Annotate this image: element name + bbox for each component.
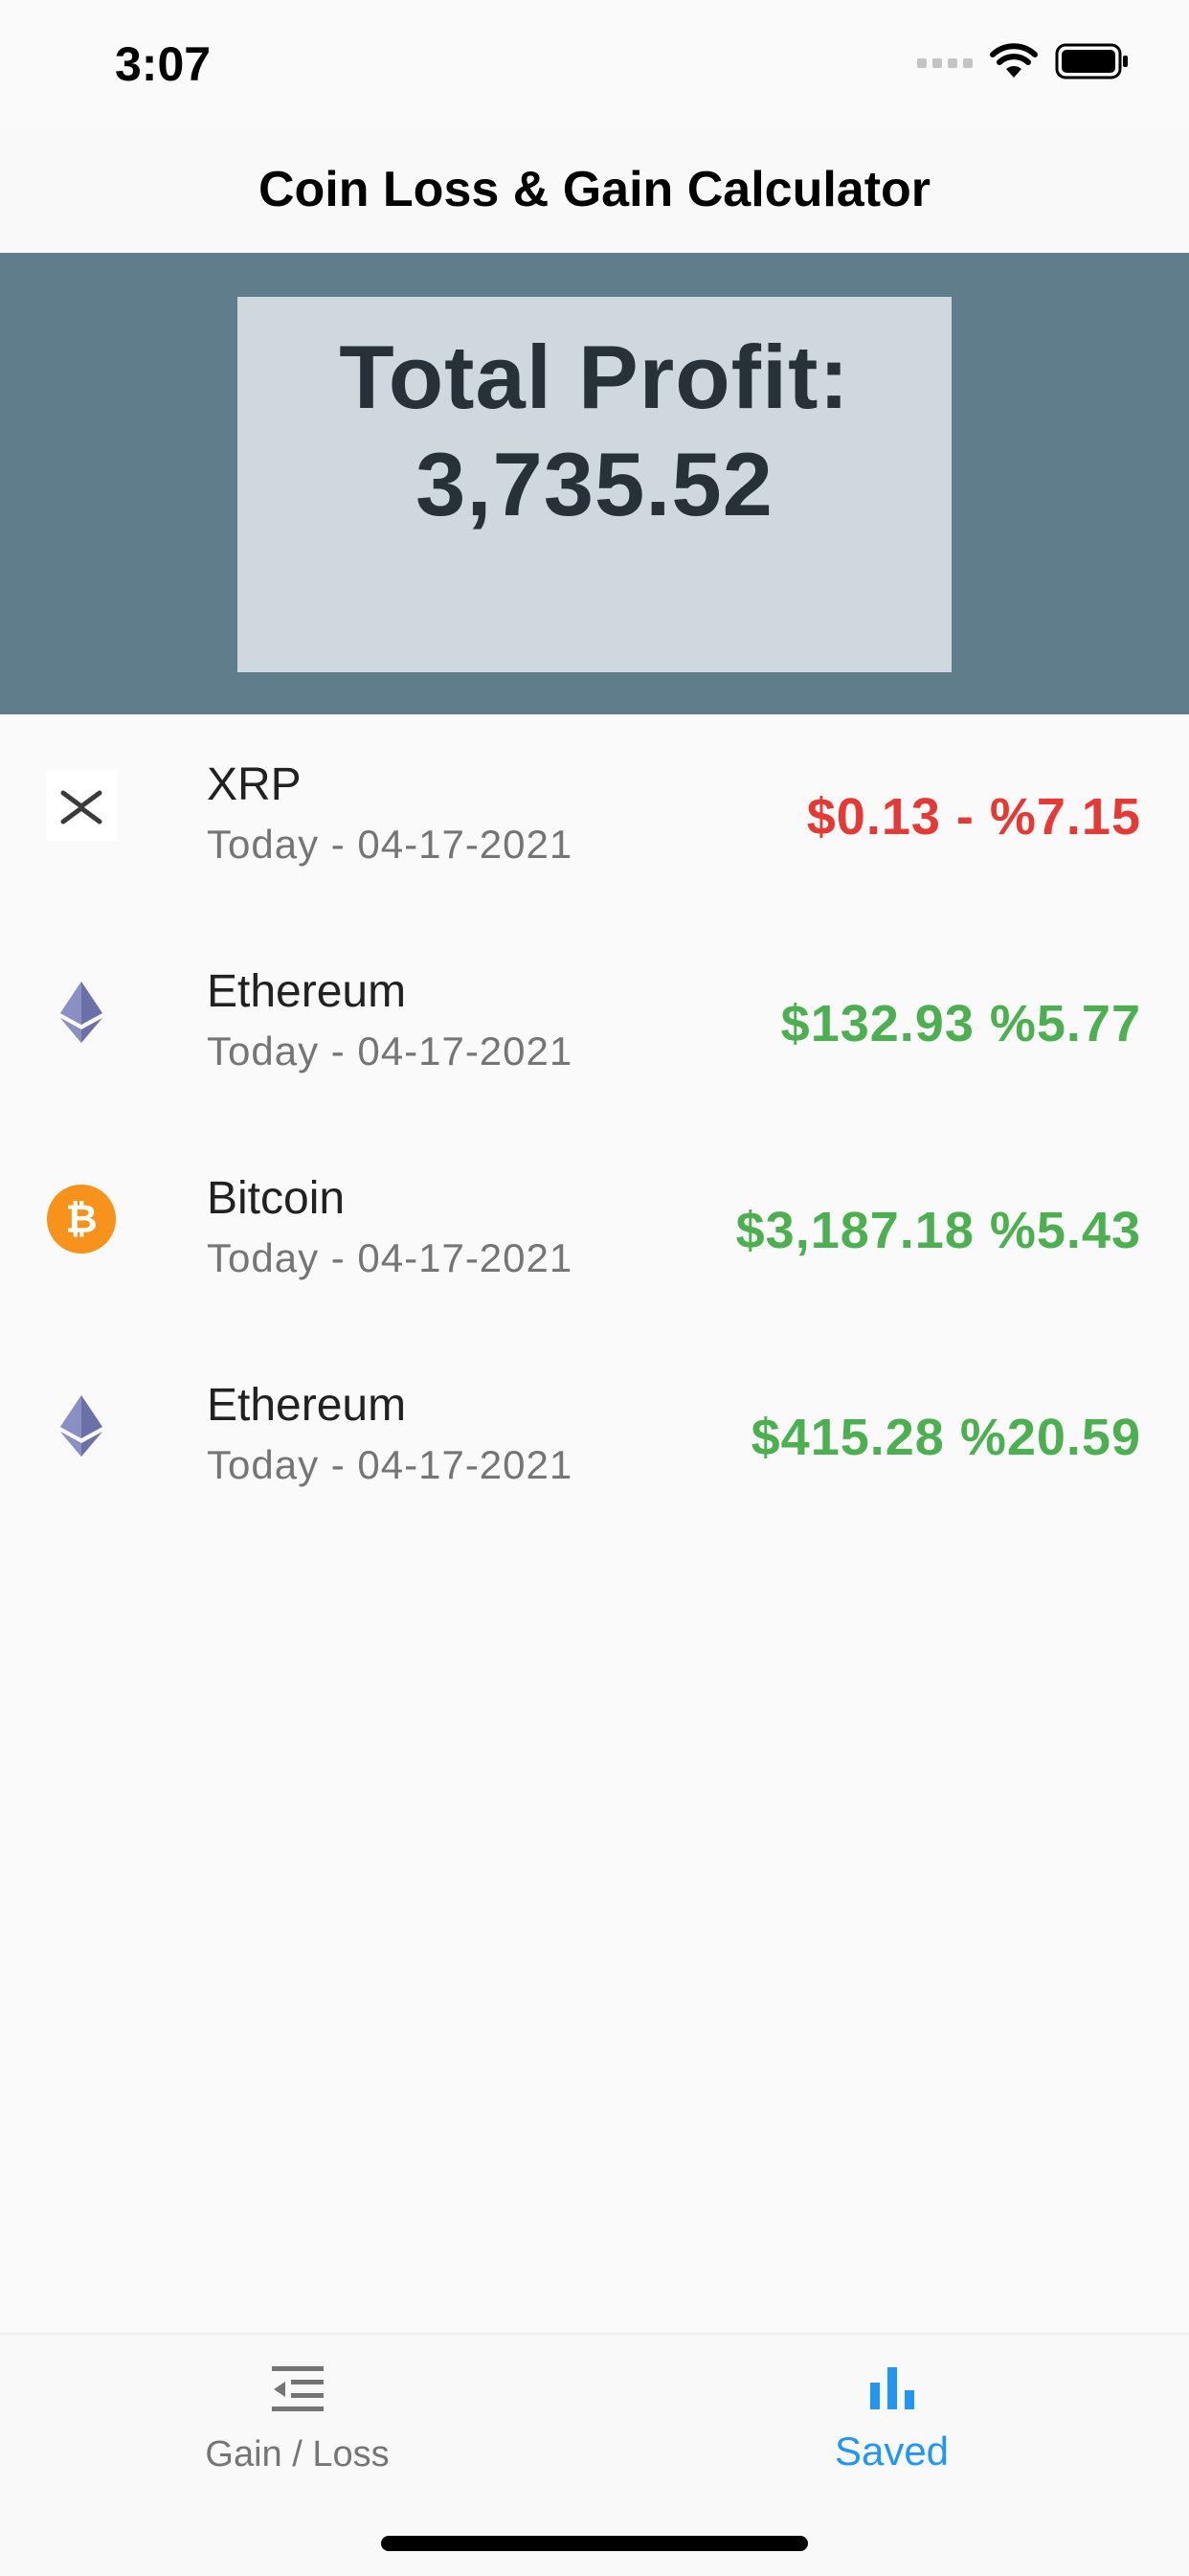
coin-name: Ethereum (207, 966, 407, 1017)
total-profit-label: Total Profit: (339, 327, 850, 427)
total-profit-value: 3,735.52 (415, 434, 774, 534)
ethereum-icon (46, 977, 117, 1048)
tab-gain-loss-label: Gain / Loss (205, 2434, 390, 2474)
home-indicator (381, 2536, 808, 2551)
list-item[interactable]: XRP Today - 04-17-2021 $0.13 - %7.15 (0, 714, 1189, 921)
saved-coins-list: XRP Today - 04-17-2021 $0.13 - %7.15 Eth… (0, 714, 1189, 1542)
coin-date: Today - 04-17-2021 (207, 822, 573, 867)
list-item[interactable]: ₿ Bitcoin Today - 04-17-2021 $3,187.18 %… (0, 1128, 1189, 1335)
nav-bar: Coin Loss & Gain Calculator (0, 126, 1189, 255)
profit-summary-card: Total Profit: 3,735.52 (237, 297, 952, 672)
list-indent-icon (0, 2363, 594, 2425)
bar-chart-icon (594, 2363, 1189, 2425)
status-bar: 3:07 (0, 0, 1189, 126)
profit-summary-banner: Total Profit: 3,735.52 (0, 253, 1189, 714)
xrp-icon (46, 770, 117, 841)
coin-name: XRP (207, 759, 302, 810)
cellular-signal-icon (917, 58, 973, 68)
coin-date: Today - 04-17-2021 (207, 1235, 573, 1280)
coin-profit-value: $415.28 %20.59 (751, 1409, 1141, 1466)
page-title: Coin Loss & Gain Calculator (258, 162, 931, 217)
list-item[interactable]: Ethereum Today - 04-17-2021 $415.28 %20.… (0, 1335, 1189, 1542)
status-icons (917, 40, 1130, 82)
ethereum-icon (46, 1390, 117, 1461)
tab-saved[interactable]: Saved (594, 2335, 1189, 2488)
coin-name: Ethereum (207, 1380, 407, 1431)
coin-profit-value: $3,187.18 %5.43 (735, 1202, 1141, 1259)
coin-profit-value: $132.93 %5.77 (780, 995, 1141, 1052)
list-item[interactable]: Ethereum Today - 04-17-2021 $132.93 %5.7… (0, 921, 1189, 1128)
svg-text:₿: ₿ (65, 1196, 97, 1242)
bottom-tab-bar: Gain / Loss Saved (0, 2333, 1189, 2576)
coin-profit-value: $0.13 - %7.15 (806, 788, 1141, 846)
tab-saved-label: Saved (834, 2429, 950, 2474)
status-time: 3:07 (115, 37, 212, 91)
tab-gain-loss[interactable]: Gain / Loss (0, 2335, 594, 2488)
bitcoin-icon: ₿ (46, 1184, 117, 1254)
wifi-icon (990, 43, 1038, 78)
coin-date: Today - 04-17-2021 (207, 1442, 573, 1487)
coin-date: Today - 04-17-2021 (207, 1028, 573, 1073)
battery-icon (1055, 43, 1128, 79)
coin-name: Bitcoin (207, 1173, 346, 1224)
